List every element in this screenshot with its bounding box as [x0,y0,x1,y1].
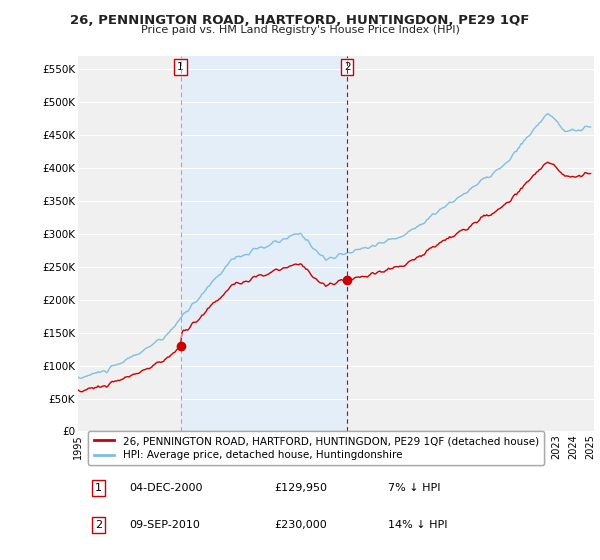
Text: £230,000: £230,000 [274,520,327,530]
Text: 2: 2 [344,62,350,72]
Text: 1: 1 [177,62,184,72]
Bar [181,56,347,431]
Legend: 26, PENNINGTON ROAD, HARTFORD, HUNTINGDON, PE29 1QF (detached house), HPI: Avera: 26, PENNINGTON ROAD, HARTFORD, HUNTINGDO… [88,431,544,465]
Text: 04-DEC-2000: 04-DEC-2000 [130,483,203,493]
Text: 2: 2 [95,520,102,530]
Text: 1: 1 [95,483,102,493]
Text: 14% ↓ HPI: 14% ↓ HPI [388,520,447,530]
Text: Price paid vs. HM Land Registry's House Price Index (HPI): Price paid vs. HM Land Registry's House … [140,25,460,35]
Text: £129,950: £129,950 [274,483,327,493]
Text: 7% ↓ HPI: 7% ↓ HPI [388,483,440,493]
Text: 09-SEP-2010: 09-SEP-2010 [130,520,200,530]
Text: 26, PENNINGTON ROAD, HARTFORD, HUNTINGDON, PE29 1QF: 26, PENNINGTON ROAD, HARTFORD, HUNTINGDO… [70,14,530,27]
